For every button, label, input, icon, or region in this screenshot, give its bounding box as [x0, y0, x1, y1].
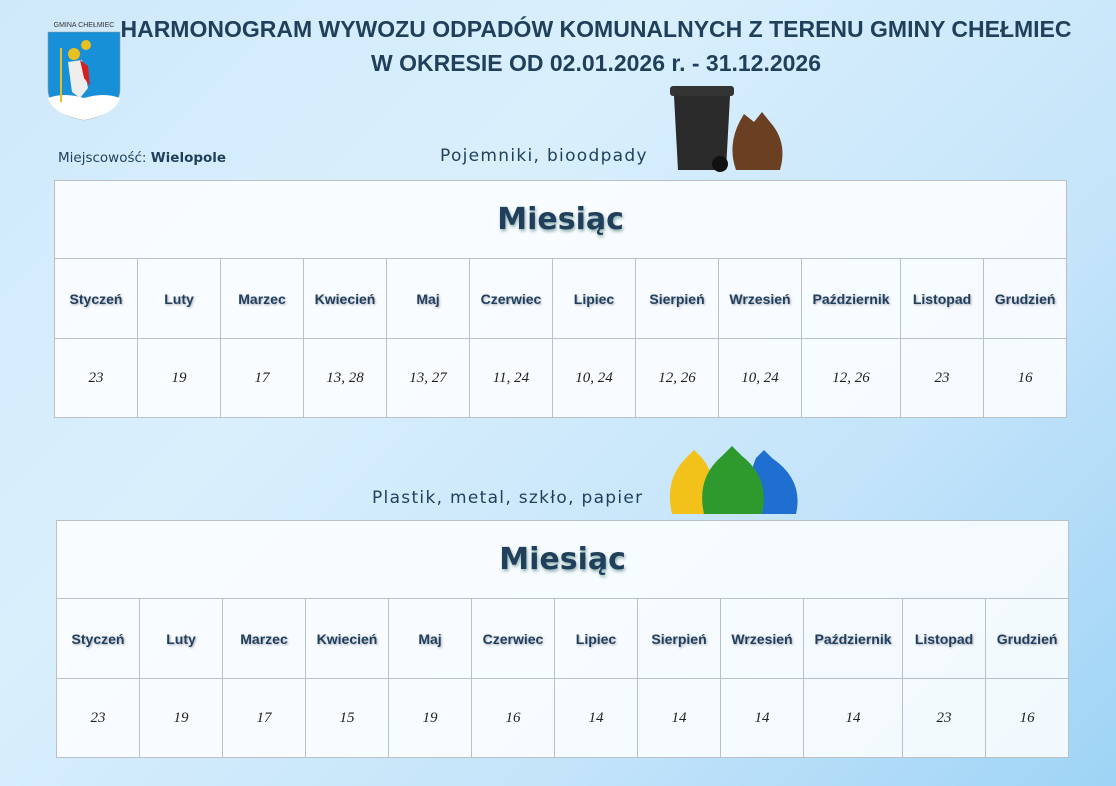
date-cell: 14 [554, 678, 638, 758]
category-label-bio: Pojemniki, bioodpady [440, 146, 648, 166]
date-cell: 11, 24 [469, 338, 553, 418]
bin-and-brown-bag-icon [670, 86, 783, 172]
yellow-green-blue-bags-icon [669, 446, 798, 514]
date-cell: 14 [803, 678, 903, 758]
crest-text: GMINA CHEŁMIEC [54, 22, 115, 29]
date-cell: 13, 27 [386, 338, 470, 418]
month-cell: Październik [801, 258, 901, 339]
gmina-crest-logo: GMINA CHEŁMIEC [47, 22, 121, 121]
month-cell: Luty [137, 258, 221, 339]
month-cell: Kwiecień [303, 258, 387, 339]
month-cell: Wrzesień [720, 598, 804, 679]
month-cell: Marzec [220, 258, 304, 339]
date-cell: 14 [720, 678, 804, 758]
month-cell: Styczeń [56, 598, 140, 679]
date-cell: 16 [982, 338, 1068, 418]
month-header: Miesiąc [53, 180, 1068, 259]
date-cell: 19 [139, 678, 223, 758]
location-label: Miejscowość: [58, 150, 147, 166]
month-cell: Sierpień [635, 258, 719, 339]
month-cell: Listopad [902, 598, 986, 679]
page-title-line1: HARMONOGRAM WYWOZU ODPADÓW KOMUNALNYCH Z… [120, 16, 1072, 42]
month-cell: Maj [386, 258, 470, 339]
month-header: Miesiąc [55, 520, 1070, 599]
date-cell: 17 [222, 678, 306, 758]
month-cell: Sierpień [637, 598, 721, 679]
date-cell: 19 [137, 338, 221, 418]
month-cell: Luty [139, 598, 223, 679]
date-cell: 19 [388, 678, 472, 758]
date-cell: 16 [984, 678, 1070, 758]
date-cell: 23 [900, 338, 984, 418]
location: Miejscowość: Wielopole [58, 150, 226, 166]
date-cell: 12, 26 [801, 338, 901, 418]
month-cell: Wrzesień [718, 258, 802, 339]
month-cell: Lipiec [552, 258, 636, 339]
schedule-table-recycling: Miesiąc Styczeń Luty Marzec Kwiecień Maj Czer… [55, 520, 1070, 758]
date-cell: 23 [56, 678, 140, 758]
month-cell: Kwiecień [305, 598, 389, 679]
month-cell: Maj [388, 598, 472, 679]
date-cell: 12, 26 [635, 338, 719, 418]
date-cell: 10, 24 [718, 338, 802, 418]
month-cell: Lipiec [554, 598, 638, 679]
category-label-recycling: Plastik, metal, szkło, papier [372, 488, 644, 508]
location-value: Wielopole [150, 150, 227, 166]
date-cell: 23 [54, 338, 138, 418]
month-cell: Grudzień [982, 258, 1068, 339]
month-cell: Styczeń [54, 258, 138, 339]
month-cell: Czerwiec [471, 598, 555, 679]
schedule-table-bio: Miesiąc Styczeń Luty Marzec Kwiecień Maj Czer… [53, 180, 1068, 418]
month-cell: Listopad [900, 258, 984, 339]
month-cell: Czerwiec [469, 258, 553, 339]
month-cell: Grudzień [984, 598, 1070, 679]
date-cell: 16 [471, 678, 555, 758]
date-cell: 15 [305, 678, 389, 758]
date-cell: 10, 24 [552, 338, 636, 418]
month-cell: Październik [803, 598, 903, 679]
month-cell: Marzec [222, 598, 306, 679]
page-title-line2: W OKRESIE OD 02.01.2026 r. - 31.12.2026 [370, 50, 822, 76]
date-cell: 13, 28 [303, 338, 387, 418]
date-cell: 17 [220, 338, 304, 418]
date-cell: 23 [902, 678, 986, 758]
date-cell: 14 [637, 678, 721, 758]
